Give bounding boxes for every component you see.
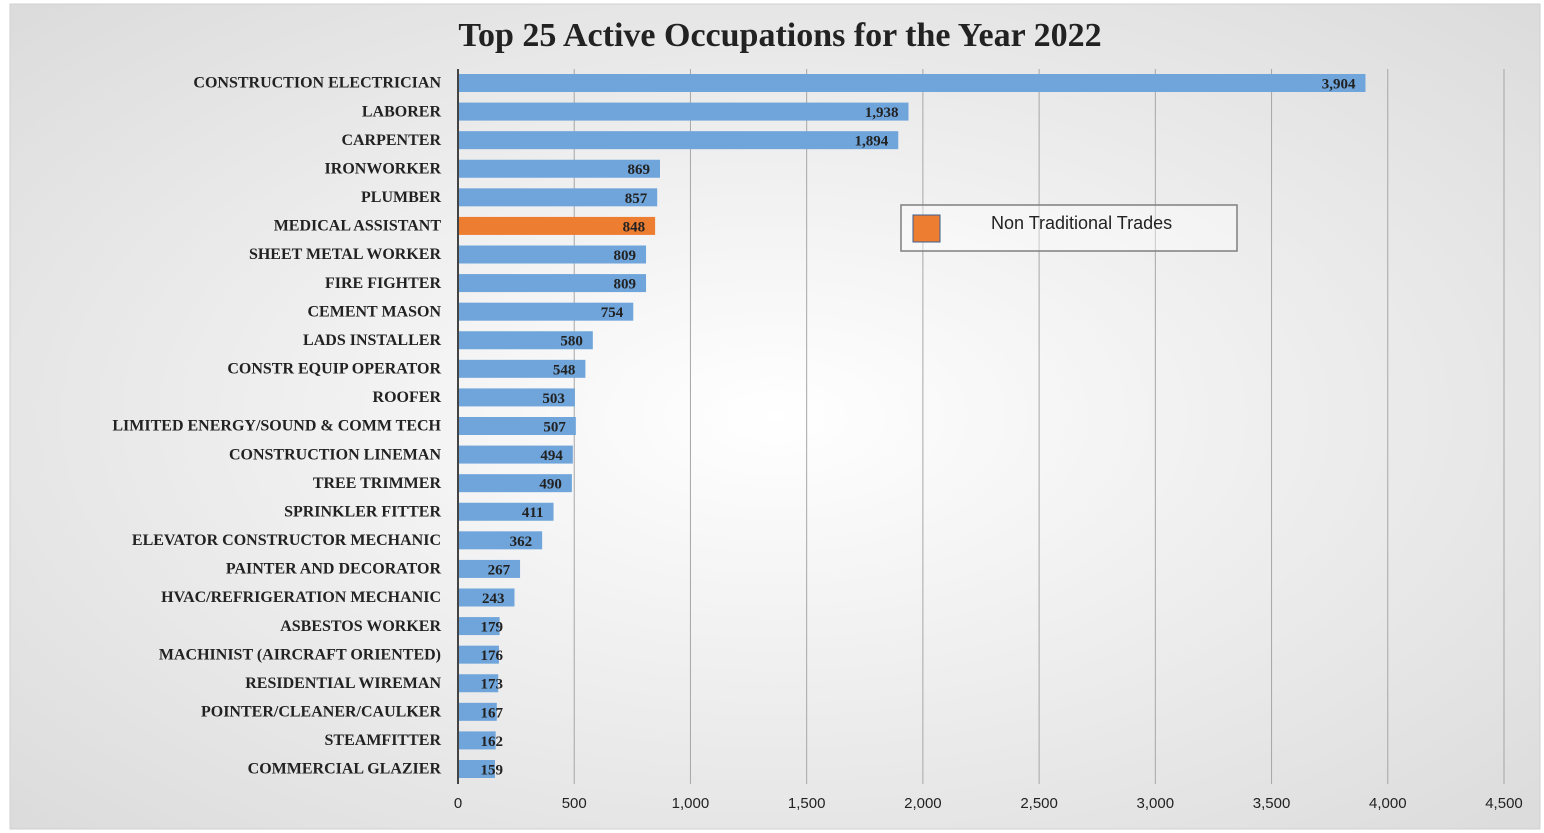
value-label: 494 (540, 448, 563, 464)
category-label: PAINTER AND DECORATOR (226, 561, 442, 578)
category-label: LABORER (362, 103, 442, 120)
bar (458, 245, 647, 264)
bar (458, 559, 521, 578)
x-tick-label: 2,500 (1020, 795, 1058, 812)
category-label: STEAMFITTER (325, 732, 442, 749)
bars: CONSTRUCTION ELECTRICIAN 3,904 LABORER 1,93… (112, 69, 1366, 784)
value-label: 809 (614, 248, 637, 264)
category-label: ASBESTOS WORKER (280, 618, 441, 635)
value-label: 173 (481, 677, 504, 693)
category-label: POINTER/CLEANER/CAULKER (201, 704, 441, 721)
value-label: 857 (625, 191, 648, 207)
category-label: RESIDENTIAL WIREMAN (245, 675, 441, 692)
value-label: 507 (543, 419, 566, 435)
category-label: SHEET METAL WORKER (249, 246, 442, 263)
bar (458, 216, 656, 235)
legend-swatch (912, 214, 941, 243)
value-label: 159 (481, 762, 504, 778)
bar (458, 331, 593, 350)
x-tick-label: 1,000 (672, 795, 710, 812)
legend-label: Non Traditional Trades (991, 213, 1172, 233)
bar (458, 388, 575, 407)
bar (458, 302, 634, 321)
value-label: 3,904 (1322, 76, 1356, 92)
x-tick-label: 3,500 (1253, 795, 1291, 812)
value-label: 1,938 (865, 105, 899, 121)
bar (458, 531, 543, 550)
x-tick-label: 3,000 (1137, 795, 1175, 812)
category-label: ELEVATOR CONSTRUCTOR MECHANIC (132, 532, 441, 549)
category-label: PLUMBER (361, 189, 441, 206)
category-label: FIRE FIGHTER (325, 275, 441, 292)
bar (458, 188, 658, 207)
bar (458, 731, 496, 750)
value-label: 362 (510, 534, 533, 550)
category-label: HVAC/REFRIGERATION MECHANIC (161, 589, 441, 606)
value-label: 548 (553, 362, 576, 378)
value-label: 1,894 (854, 134, 888, 150)
bar (458, 359, 586, 378)
value-label: 243 (482, 591, 505, 607)
bar (458, 645, 499, 664)
value-label: 176 (481, 648, 504, 664)
value-label: 809 (614, 277, 637, 293)
category-label: SPRINKLER FITTER (284, 503, 441, 520)
chart-title: Top 25 Active Occupations for the Year 2… (458, 17, 1101, 54)
x-tick-label: 0 (454, 795, 462, 812)
legend-box (900, 204, 1238, 252)
value-label: 490 (539, 477, 562, 493)
value-label: 848 (623, 219, 646, 235)
category-label: LADS INSTALLER (303, 332, 441, 349)
bar (458, 474, 572, 493)
x-tick-label: 4,000 (1369, 795, 1407, 812)
bar (458, 445, 573, 464)
category-label: COMMERCIAL GLAZIER (248, 761, 442, 778)
category-label: CONSTRUCTION LINEMAN (229, 446, 441, 463)
x-tick-label: 4,500 (1485, 795, 1523, 812)
category-label: MACHINIST (AIRCRAFT ORIENTED) (159, 646, 441, 663)
bar (458, 102, 909, 121)
value-label: 580 (560, 334, 583, 350)
category-label: TREE TRIMMER (313, 475, 442, 492)
category-label: MEDICAL ASSISTANT (274, 218, 442, 235)
legend: Non Traditional Trades (900, 204, 1238, 252)
bar (458, 617, 500, 636)
bar (458, 502, 554, 521)
bar (458, 417, 576, 435)
value-label: 267 (488, 562, 511, 578)
bar (458, 159, 660, 178)
value-label: 162 (481, 734, 504, 750)
bar (458, 702, 497, 721)
category-label: CEMENT MASON (308, 303, 442, 320)
bar (458, 674, 499, 693)
value-label: 869 (627, 162, 650, 178)
value-label: 411 (522, 505, 544, 521)
bar (458, 588, 515, 607)
value-label: 754 (601, 305, 624, 321)
category-label: CONSTR EQUIP OPERATOR (227, 361, 441, 378)
bar (458, 131, 899, 150)
category-label: CONSTRUCTION ELECTRICIAN (193, 75, 441, 92)
value-label: 503 (542, 391, 565, 407)
category-label: IRONWORKER (325, 160, 442, 177)
category-label: LIMITED ENERGY/SOUND & COMM TECH (112, 418, 441, 435)
x-tick-label: 2,000 (904, 795, 942, 812)
category-label: CARPENTER (341, 132, 441, 149)
bar (458, 274, 647, 293)
category-label: ROOFER (373, 389, 442, 406)
bar (458, 760, 495, 778)
value-label: 179 (481, 620, 504, 636)
x-tick-label: 500 (562, 795, 587, 812)
bar (458, 74, 1366, 92)
x-tick-label: 1,500 (788, 795, 826, 812)
value-label: 167 (481, 705, 504, 721)
